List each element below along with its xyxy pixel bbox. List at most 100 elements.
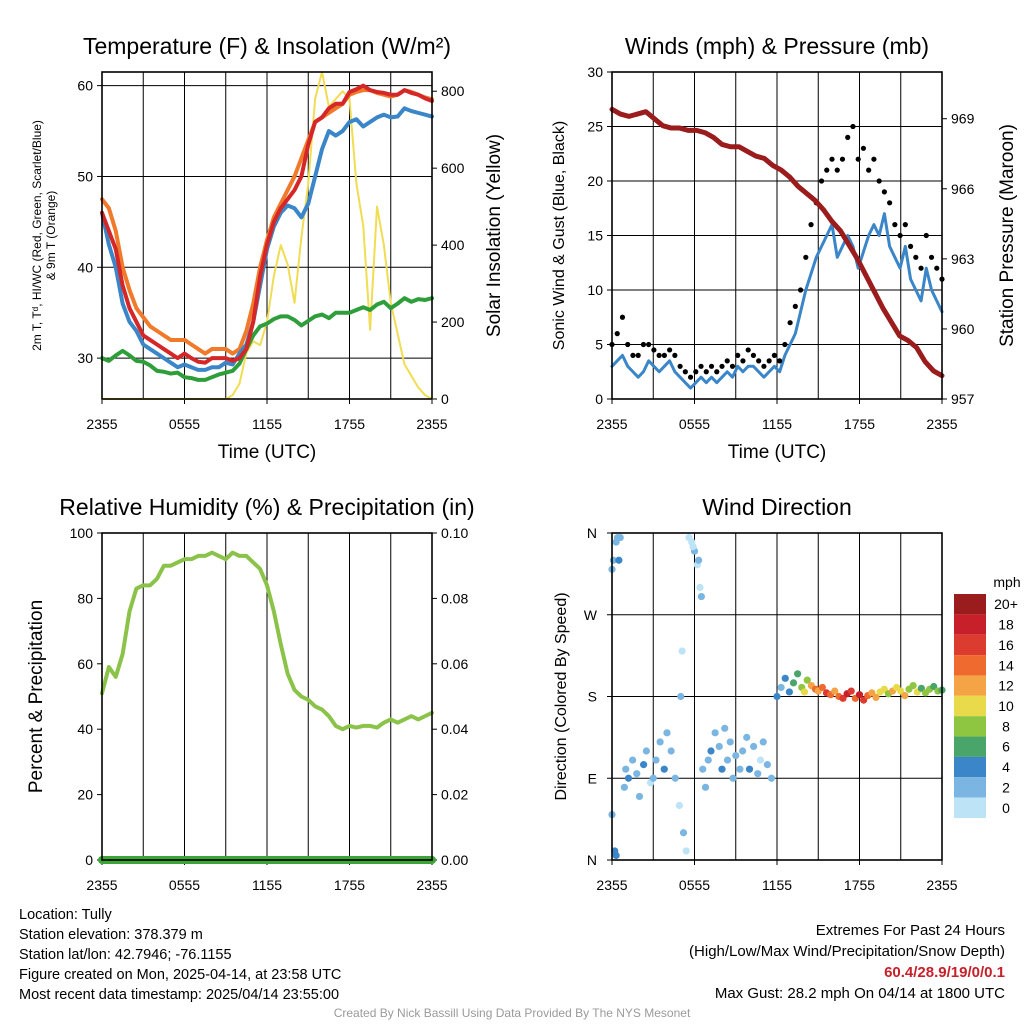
gust-point <box>818 178 825 184</box>
gust-point <box>635 352 641 358</box>
direction-point <box>736 765 744 773</box>
gust-point <box>614 331 620 337</box>
right-tick-label: 966 <box>951 181 975 197</box>
direction-point <box>855 691 864 699</box>
panel-3: 2355 0555 1155 1755 2355 Relative Humidity (%… <box>26 494 475 893</box>
y-axis-label: Sonic Wind & Gust (Blue, Black) <box>551 121 568 350</box>
x-tick-label: 0555 <box>679 877 710 893</box>
direction-point <box>721 724 729 732</box>
gust-point <box>630 352 636 358</box>
panel-1: 2355 0555 1155 1755 2355 Temperature (F) & In… <box>30 33 505 463</box>
gust-point <box>918 265 924 271</box>
left-tick-label: W <box>584 607 598 623</box>
direction-point <box>679 829 688 837</box>
max-gust: Max Gust: 28.2 mph On 04/14 at 1800 UTC <box>714 985 1005 1002</box>
left-tick-label: 10 <box>587 282 603 298</box>
left-tick-label: E <box>588 770 597 786</box>
gust-point <box>797 287 804 293</box>
gust-point <box>860 145 867 151</box>
figure-created: Figure created on Mon, 2025-04-14, at 23… <box>19 967 342 983</box>
gust-point <box>850 123 856 130</box>
y-axis-label: Direction (Colored By Speed) <box>553 592 570 800</box>
direction-point <box>701 783 710 791</box>
direction-point <box>696 583 704 592</box>
extremes-panel: Extremes For Past 24 Hours (High/Low/Max… <box>689 920 1005 1004</box>
colorbar-label: 10 <box>998 698 1014 714</box>
direction-point <box>682 847 690 855</box>
right-tick-label: 0.00 <box>441 852 468 868</box>
extremes-subtitle: (High/Low/Max Wind/Precipitation/Snow De… <box>689 943 1005 960</box>
direction-point <box>660 765 668 773</box>
right-tick-label: 969 <box>951 111 975 127</box>
direction-point <box>697 592 705 601</box>
humidity-line <box>100 550 434 732</box>
direction-point <box>745 765 754 773</box>
direction-point <box>759 738 767 746</box>
gust-point <box>897 232 903 239</box>
gust-point <box>782 341 788 348</box>
x-tick-label: 0555 <box>169 877 200 893</box>
direction-point <box>800 688 809 696</box>
gust-point <box>682 369 688 375</box>
plot-border <box>101 532 433 861</box>
direction-point <box>642 747 650 755</box>
gust-point <box>729 363 736 369</box>
gust-point <box>876 178 882 184</box>
colorbar-title: mph <box>993 574 1020 590</box>
left-tick-label: 40 <box>77 721 93 737</box>
colorbar-swatch <box>954 797 986 818</box>
gust-point <box>698 363 704 369</box>
colorbar-swatch <box>954 655 986 676</box>
left-tick-label: N <box>587 852 597 868</box>
gust-point <box>714 369 720 375</box>
panel-title: Temperature (F) & Insolation (W/m²) <box>83 33 451 59</box>
gust-point <box>708 363 715 369</box>
right-tick-label: 0.02 <box>441 787 468 803</box>
y-axis-label: Percent & Precipitation <box>26 600 47 793</box>
direction-point <box>689 543 697 551</box>
x-tick-label: 1155 <box>252 416 282 432</box>
direction-point <box>785 688 793 696</box>
gust-point <box>740 358 746 364</box>
x-tick-label: 2355 <box>926 877 957 893</box>
x-tick-label: 1155 <box>762 877 792 893</box>
x-tick-label: 2355 <box>596 416 627 432</box>
direction-point <box>671 774 679 782</box>
x-tick-label: 2355 <box>416 877 447 893</box>
left-tick-label: N <box>587 525 597 541</box>
colorbar-label: 4 <box>1002 759 1010 775</box>
direction-point <box>739 747 747 755</box>
recent-timestamp: Most recent data timestamp: 2025/04/14 2… <box>19 987 340 1003</box>
direction-point <box>616 533 624 542</box>
direction-point <box>756 756 765 764</box>
direction-point <box>640 761 648 769</box>
direction-point <box>612 851 620 860</box>
sonic-wind-line <box>610 212 944 390</box>
station-latlon: Station lat/lon: 42.7946; -76.1155 <box>19 947 232 963</box>
direction-point <box>663 729 671 737</box>
x-tick-label: 1155 <box>762 416 792 432</box>
left-tick-label: 5 <box>595 337 603 353</box>
colorbar-label: 8 <box>1002 718 1010 734</box>
colorbar-swatch <box>954 777 986 798</box>
left-tick-label: 60 <box>77 656 93 672</box>
right-tick-label: 0.06 <box>441 656 468 672</box>
direction-point <box>794 670 802 678</box>
colorbar-swatch <box>954 614 986 635</box>
gust-point <box>777 358 783 364</box>
gust-point <box>855 156 861 162</box>
direction-point <box>715 742 723 751</box>
left-tick-label: 0 <box>595 391 603 407</box>
direction-point <box>726 738 734 746</box>
direction-point <box>789 679 798 687</box>
speed-colorbar: mph 20+ 18 16 14 12 10 8 6 4 2 0 <box>954 574 1021 818</box>
x-tick-label: 2355 <box>416 416 447 432</box>
gust-point <box>703 369 709 375</box>
right-tick-label: 0.10 <box>441 525 468 541</box>
gust-point <box>887 200 893 206</box>
direction-point <box>620 783 628 791</box>
direction-point <box>649 774 657 782</box>
dewpoint-line <box>100 296 434 382</box>
colorbar-swatch <box>954 736 986 757</box>
